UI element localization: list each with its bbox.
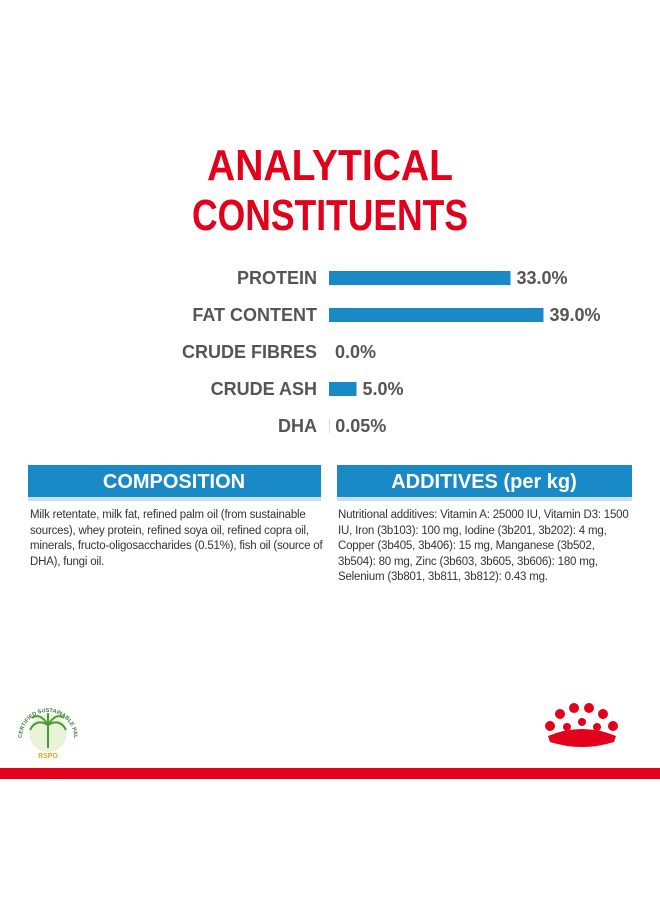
footer-bar <box>0 768 660 779</box>
value-label: 0.05% <box>335 416 386 436</box>
composition-text: Milk retentate, milk fat, refined palm o… <box>30 509 323 568</box>
rspo-arc-text: CERTIFIED SUSTAINABLE PALM OIL <box>0 0 78 739</box>
category-label: PROTEIN <box>237 268 317 288</box>
additives-heading: ADDITIVES (per kg) <box>391 471 577 493</box>
header-strip <box>28 497 321 501</box>
category-label: CRUDE FIBRES <box>182 342 317 362</box>
category-label: CRUDE ASH <box>211 379 317 399</box>
composition-heading: COMPOSITION <box>103 471 245 493</box>
value-label: 5.0% <box>363 379 404 399</box>
rspo-logo: CERTIFIED SUSTAINABLE PALM OIL RSPO <box>0 0 78 760</box>
title-line: CONSTITUENTS <box>192 191 468 240</box>
bar <box>329 271 511 285</box>
composition-header <box>28 465 321 497</box>
additives-header <box>337 465 632 497</box>
title-line: ANALYTICAL <box>207 141 453 190</box>
value-label: 0.0% <box>335 342 376 362</box>
additives-text: Nutritional additives: Vitamin A: 25000 … <box>338 509 629 583</box>
rspo-arc-path: CERTIFIED SUSTAINABLE PALM OIL <box>0 0 78 739</box>
bar <box>329 308 544 322</box>
value-label: 33.0% <box>517 268 568 288</box>
rspo-palm <box>29 712 67 748</box>
category-label: DHA <box>278 416 317 436</box>
value-label: 39.0% <box>550 305 601 325</box>
bar <box>329 382 357 396</box>
rspo-label: RSPO <box>38 753 58 760</box>
crown-logo <box>545 703 618 747</box>
header-strip <box>337 497 632 501</box>
category-label: FAT CONTENT <box>192 305 317 325</box>
